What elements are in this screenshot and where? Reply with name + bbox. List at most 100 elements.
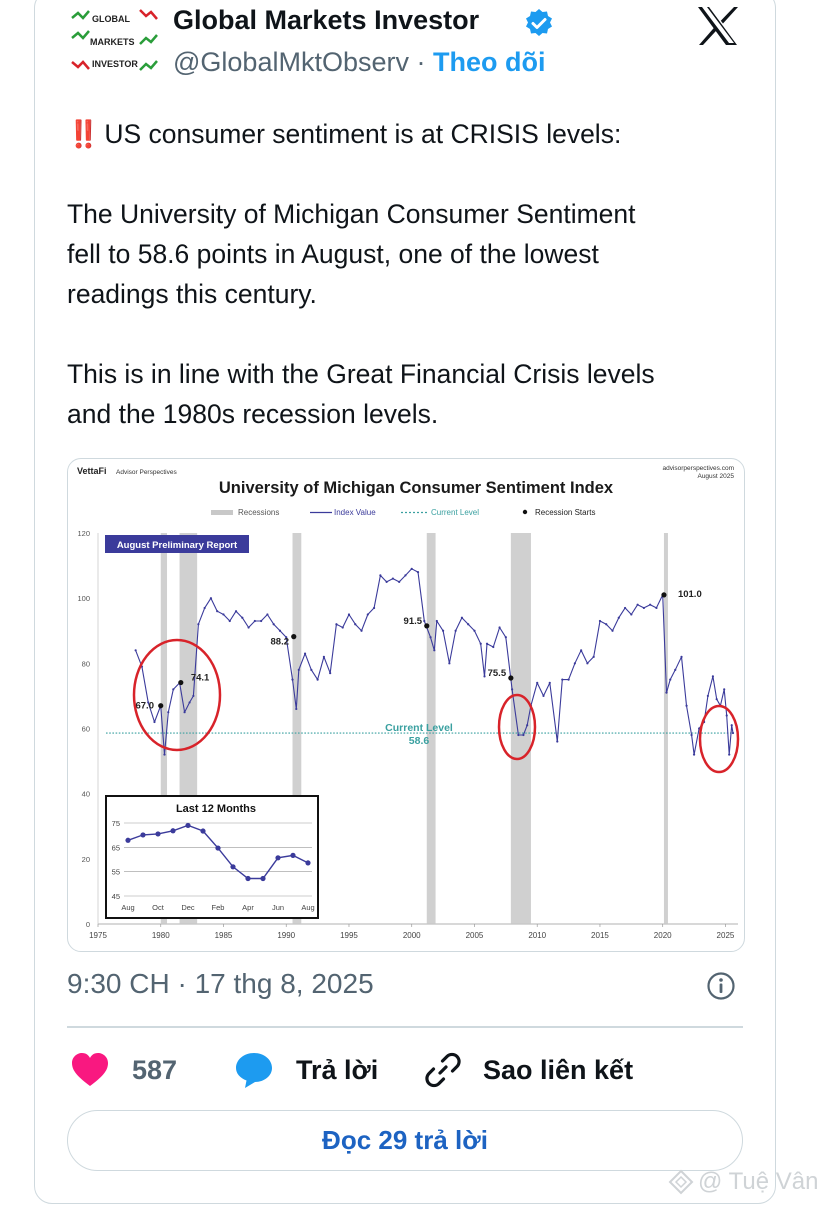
index-point	[592, 655, 595, 658]
index-point	[253, 619, 256, 623]
inset-point	[125, 837, 131, 843]
recession-start-label: 75.5	[488, 668, 507, 679]
index-point	[586, 662, 589, 665]
chart-image[interactable]: 0 20 40 60 80 100 120 1975 1980 1985 1990 1995 2000 2…	[67, 458, 745, 952]
inset-x-tick: Oct	[152, 903, 165, 912]
index-point	[441, 629, 445, 632]
index-point	[636, 603, 639, 606]
tweet-text-para2-l2: and the 1980s recession levels.	[67, 399, 439, 429]
separator-dot: ·	[416, 47, 426, 77]
index-point	[690, 733, 693, 737]
index-point	[498, 626, 501, 629]
read-replies-button[interactable]: Đọc 29 trả lời	[67, 1110, 743, 1171]
inset-point	[290, 852, 296, 858]
index-point	[197, 623, 200, 626]
index-point	[291, 678, 294, 681]
index-point	[669, 678, 672, 681]
x-tick-label: 1980	[152, 931, 170, 940]
like-button[interactable]: 587	[70, 1048, 177, 1092]
index-point	[460, 616, 464, 619]
index-point	[379, 574, 382, 577]
index-point	[285, 636, 288, 639]
index-point	[617, 616, 620, 619]
index-point	[483, 675, 486, 678]
headline-text: US consumer sentiment is at CRISIS level…	[104, 119, 622, 149]
report-label: August Preliminary Report	[117, 540, 238, 551]
index-point	[435, 619, 438, 623]
inset-x-tick: Jun	[272, 903, 284, 912]
index-point	[685, 704, 688, 707]
index-point	[260, 619, 263, 623]
watermark-text: @ Tuệ Vân	[698, 1168, 819, 1195]
recession-start-point	[661, 592, 667, 598]
index-point	[649, 603, 652, 606]
author-handle[interactable]: @GlobalMktObserv	[173, 47, 409, 77]
index-point	[216, 610, 219, 613]
index-point	[504, 636, 507, 639]
info-icon[interactable]	[706, 971, 736, 1001]
index-point	[316, 678, 319, 681]
x-logo-icon[interactable]	[696, 6, 740, 46]
index-point	[485, 642, 489, 645]
highlight-circle-1980s	[132, 638, 222, 752]
x-tick-label: 1985	[215, 931, 233, 940]
index-point	[522, 733, 525, 737]
index-point	[341, 626, 344, 629]
index-point	[542, 694, 545, 698]
x-tick-label: 1995	[340, 931, 358, 940]
svg-text:MARKETS: MARKETS	[90, 37, 135, 47]
index-point	[706, 694, 709, 698]
inset-title: Last 12 Months	[176, 803, 256, 815]
index-point	[580, 649, 583, 652]
current-level-value: 58.6	[409, 735, 430, 747]
index-point	[561, 678, 564, 681]
index-point	[573, 662, 576, 665]
inset-y-tick: 55	[112, 868, 120, 877]
tweet-text-para1-l2: fell to 58.6 points in August, one of th…	[67, 239, 599, 269]
tweet-timestamp[interactable]: 9:30 CH · 17 thg 8, 2025	[67, 968, 374, 999]
index-point	[567, 678, 570, 681]
x-tick-label: 2010	[528, 931, 546, 940]
index-point	[209, 597, 213, 600]
brand-sub: Advisor Perspectives	[116, 469, 177, 476]
copy-link-button[interactable]: Sao liên kết	[423, 1048, 633, 1092]
recession-bar	[160, 533, 168, 924]
follow-button[interactable]: Theo dõi	[433, 47, 546, 77]
index-point	[680, 655, 683, 658]
recession-start-label: 91.5	[404, 616, 423, 627]
index-point	[473, 629, 476, 632]
index-point	[492, 645, 495, 649]
index-point	[665, 691, 668, 694]
index-point	[723, 688, 726, 691]
legend-index: Index Value	[334, 508, 376, 517]
index-point	[598, 619, 602, 623]
index-point	[536, 681, 539, 684]
author-avatar[interactable]: GLOBAL MARKETS INVESTOR	[68, 4, 160, 84]
index-point	[642, 606, 645, 610]
author-name[interactable]: Global Markets Investor	[173, 5, 480, 35]
index-point	[548, 681, 551, 684]
legend-recession-start-swatch	[522, 509, 528, 515]
index-point	[203, 606, 206, 610]
index-point	[728, 753, 731, 756]
index-point	[416, 571, 420, 574]
recession-start-label: 74.1	[191, 673, 210, 684]
inset-point	[140, 832, 146, 838]
index-point	[479, 642, 482, 645]
inset-point	[170, 828, 176, 834]
inset-point	[185, 822, 191, 829]
index-point	[630, 613, 633, 616]
index-point	[329, 672, 332, 675]
y-tick-label: 60	[82, 725, 90, 734]
y-tick-label: 20	[82, 855, 90, 864]
inset-point	[230, 864, 236, 870]
y-tick-label: 80	[82, 659, 90, 668]
reply-button[interactable]: Trả lời	[234, 1048, 378, 1092]
inset-point	[215, 845, 221, 851]
index-point	[605, 623, 608, 626]
recession-start-label: 67.0	[135, 701, 154, 712]
x-tick-label: 2025	[717, 931, 735, 940]
index-point	[611, 629, 614, 632]
index-point	[222, 613, 225, 616]
recession-start-point	[424, 623, 430, 629]
